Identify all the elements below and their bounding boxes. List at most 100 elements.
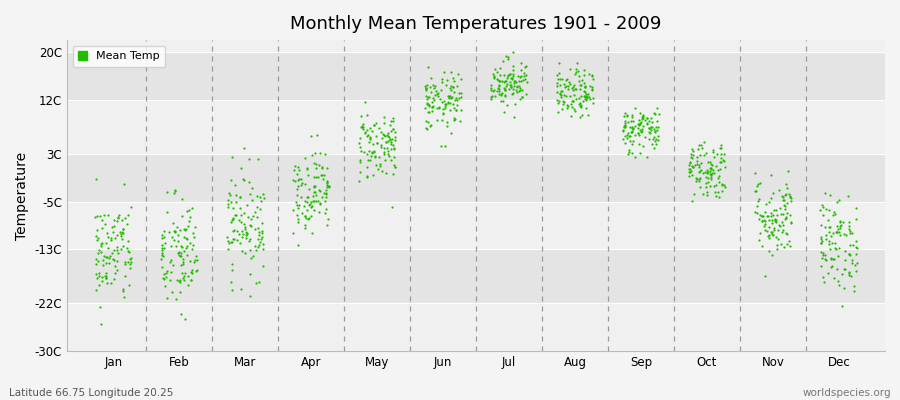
Point [494,92,508,98]
Point [496,85,510,92]
Point [101,234,115,241]
Point [579,90,593,97]
Point [647,145,662,151]
Point [100,280,114,286]
Point [770,212,785,218]
Point [554,106,569,113]
Point [632,122,646,129]
Point [633,120,647,126]
Point [566,98,580,104]
Point [290,171,304,177]
Point [122,261,137,267]
Point [226,215,240,221]
Point [499,78,513,84]
Point [774,210,788,217]
Point [718,183,733,190]
Point [643,125,657,132]
Point [684,154,698,160]
Point [627,154,642,160]
Point [561,103,575,110]
Point [110,218,124,224]
Point [692,168,706,174]
Point [781,191,796,198]
Point [702,171,716,178]
Point [706,167,720,173]
Point [450,83,464,90]
Point [508,78,523,85]
Point [105,224,120,230]
Point [691,161,706,168]
Point [291,219,305,226]
Point [237,221,251,227]
Point [155,245,169,251]
Point [704,166,718,172]
Point [642,125,656,132]
Point [378,170,392,176]
Point [572,78,586,84]
Point [633,110,647,117]
Point [698,169,712,176]
Point [766,231,780,238]
Point [763,172,778,178]
Point [842,219,857,225]
Point [374,168,389,174]
Point [225,267,239,273]
Point [312,162,327,168]
Point [554,93,569,100]
Point [424,89,438,95]
Point [782,194,796,200]
Point [111,214,125,220]
Point [255,230,269,236]
Point [354,148,368,155]
Point [122,248,136,254]
Point [844,273,859,279]
Point [635,142,650,149]
Point [165,234,179,240]
Point [106,256,121,262]
Point [555,100,570,107]
Point [446,78,461,84]
Point [517,70,531,76]
Point [752,180,767,186]
Point [356,148,371,155]
Point [387,162,401,168]
Point [176,196,190,202]
Point [579,105,593,112]
Point [569,86,583,92]
Point [503,71,517,78]
Point [237,210,251,216]
Point [290,212,304,218]
Point [520,78,535,85]
Point [701,179,716,185]
Point [159,274,174,280]
Point [818,232,832,238]
Point [224,287,238,293]
Point [767,225,781,231]
Point [700,167,715,174]
Point [170,277,184,283]
Point [783,195,797,201]
Point [762,216,777,223]
Point [423,84,437,90]
Point [306,188,320,195]
Point [634,129,648,135]
Point [698,139,712,145]
Point [230,228,244,234]
Point [168,188,183,194]
Point [830,223,844,229]
Point [573,82,588,88]
Point [688,174,703,181]
Point [108,235,122,242]
Point [758,218,772,224]
Point [639,114,653,121]
Point [156,275,170,281]
Point [290,192,304,198]
Point [452,94,466,101]
Point [307,184,321,190]
Point [834,302,849,309]
Point [640,114,654,121]
Point [120,221,134,228]
Point [433,96,447,102]
Point [553,76,567,82]
Point [444,130,458,136]
